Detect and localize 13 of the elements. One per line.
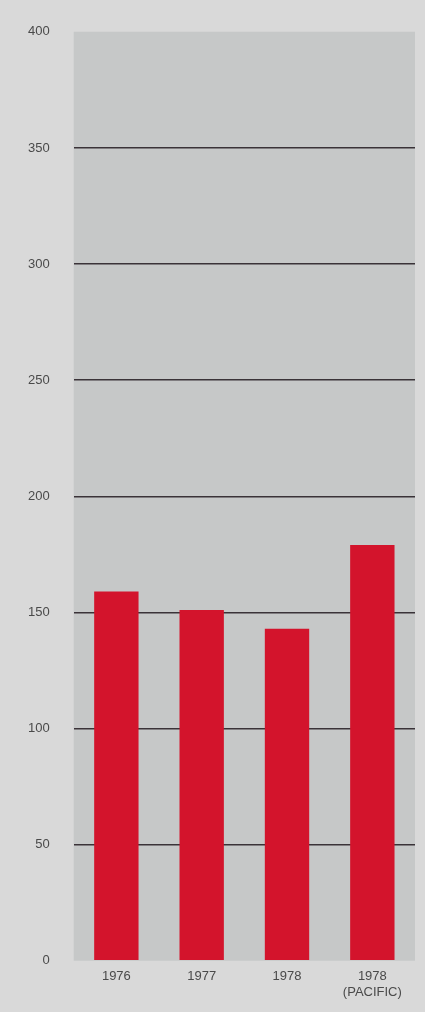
x-tick-label: 1978 (PACIFIC) xyxy=(342,968,402,999)
y-tick-label: 200 xyxy=(27,487,50,503)
y-tick-label: 150 xyxy=(27,604,50,619)
y-tick-label: 400 xyxy=(27,23,50,39)
y-tick-label: 100 xyxy=(27,720,50,736)
y-tick-label: 250 xyxy=(27,371,50,387)
x-tick-label: 1976 xyxy=(101,968,131,984)
y-tick-label: 350 xyxy=(27,139,50,155)
y-tick-label: 0 xyxy=(42,952,50,968)
y-tick-label: 50 xyxy=(35,836,50,852)
x-tick-label: 1978 xyxy=(272,968,302,984)
y-tick-label: 300 xyxy=(27,255,50,271)
x-tick-label: 1977 xyxy=(187,968,217,984)
